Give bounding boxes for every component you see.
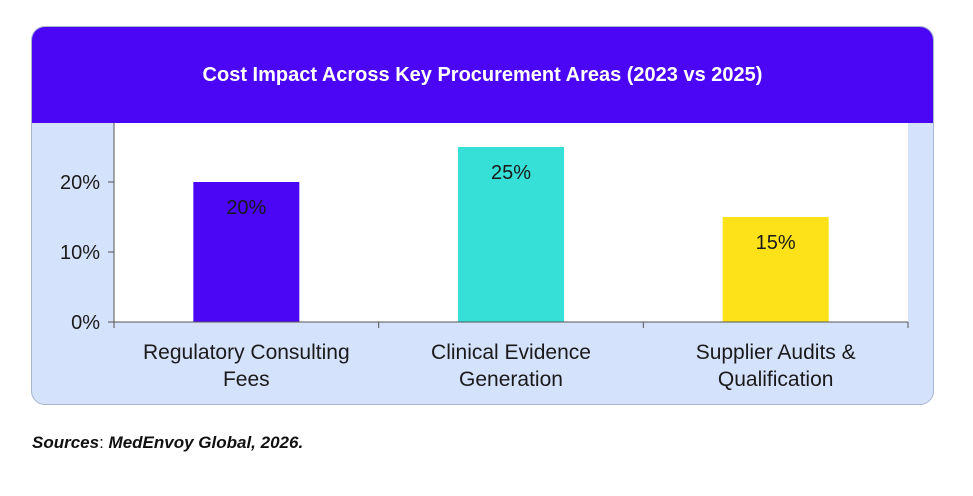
data-label-2: 25%	[491, 162, 531, 184]
y-tick-label-2: 10%	[60, 242, 100, 264]
x-tick-label-1-line-1: Regulatory Consulting	[143, 341, 350, 364]
sources-note: Sources: MedEnvoy Global, 2026.	[32, 433, 303, 453]
data-label-1: 20%	[226, 197, 266, 219]
x-tick-label-2-line-1: Clinical Evidence	[431, 341, 591, 364]
x-tick-label-2-line-2: Generation	[459, 368, 563, 391]
sources-label: Sources	[32, 433, 100, 452]
chart-title: Cost Impact Across Key Procurement Areas…	[202, 63, 763, 86]
chart-svg: 20% 25% 15% 0% 10% 20% Regulatory Consulting Fe…	[60, 123, 909, 391]
chart-title-bar: Cost Impact Across Key Procurement Areas…	[32, 27, 933, 123]
bar-2	[458, 147, 564, 322]
data-label-3: 15%	[756, 232, 796, 254]
chart-panel: 20% 25% 15% 0% 10% 20% Regulatory Consulting Fe…	[31, 26, 934, 405]
y-tick-label-1: 0%	[71, 312, 100, 334]
sources-text: MedEnvoy Global, 2026.	[108, 433, 304, 452]
x-tick-label-3-line-1: Supplier Audits &	[696, 341, 856, 364]
bar-1	[193, 182, 300, 322]
sources-separator: :	[99, 433, 109, 452]
x-tick-label-1-line-2: Fees	[223, 368, 270, 391]
y-tick-label-3: 20%	[60, 172, 100, 194]
x-tick-label-3-line-2: Qualification	[718, 368, 834, 391]
bar-3	[722, 217, 829, 322]
